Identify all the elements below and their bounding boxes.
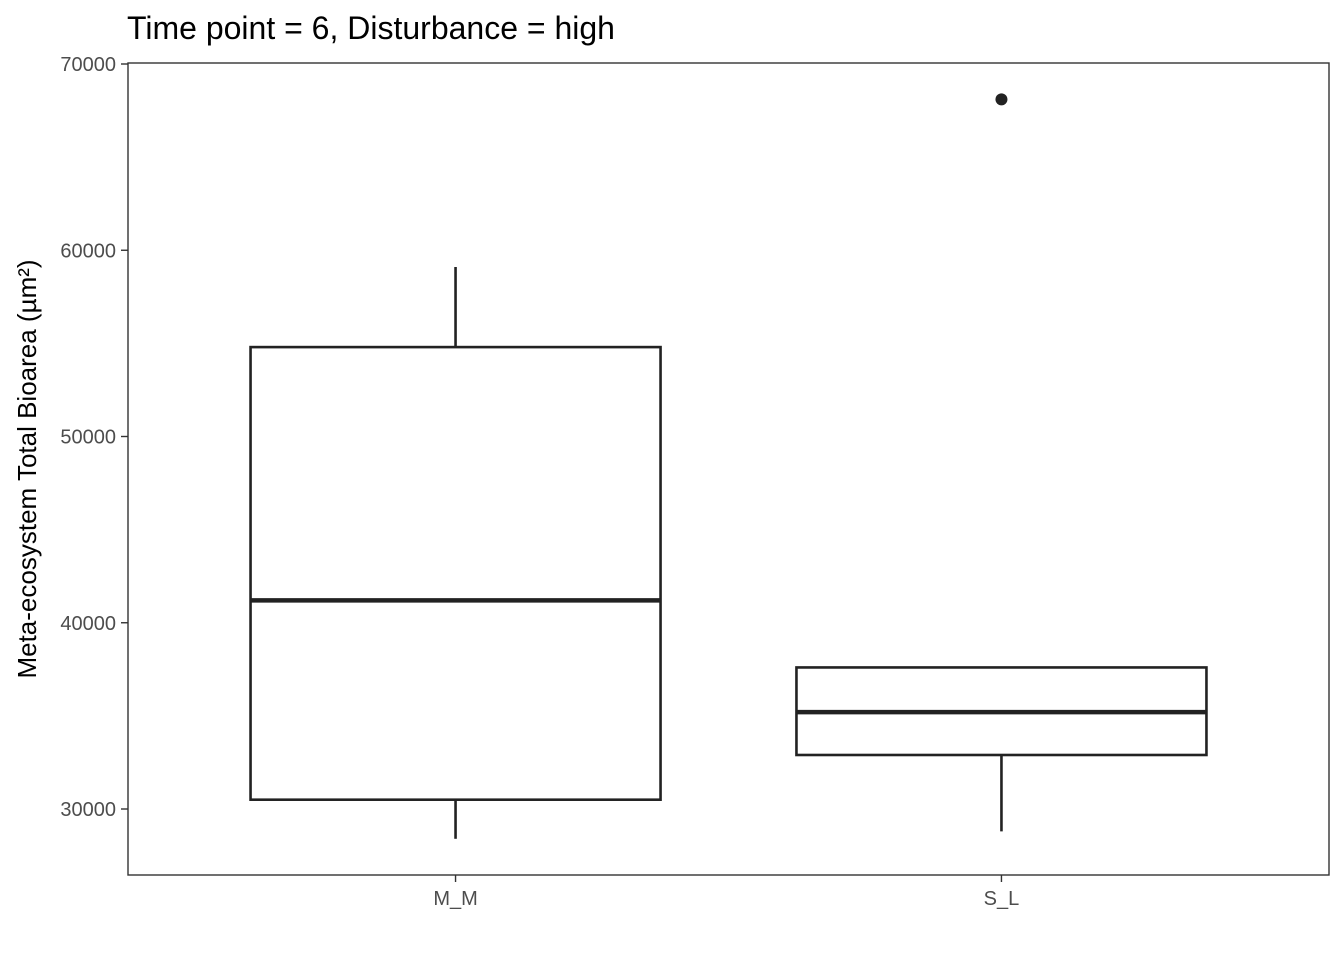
box-group-m-m <box>249 267 662 839</box>
y-tick-label: 30000 <box>60 799 116 821</box>
y-tick-label: 40000 <box>60 613 116 635</box>
outlier-point <box>995 93 1008 106</box>
y-tick-label: 70000 <box>60 54 116 76</box>
chart-title: Time point = 6, Disturbance = high <box>127 10 615 46</box>
y-tick-label: 50000 <box>60 427 116 449</box>
y-tick-label: 60000 <box>60 240 116 262</box>
iqr-box <box>249 345 662 801</box>
y-axis-label: Meta-ecosystem Total Bioarea (µm²) <box>12 259 42 678</box>
x-tick-label: M_M <box>433 888 477 910</box>
box-group-s-l <box>795 93 1208 832</box>
x-tick-label: S_L <box>984 888 1020 910</box>
plot-area <box>249 93 1208 839</box>
panel-border <box>127 62 1330 876</box>
axes: M_M S_L 30000 40000 50000 60000 70000 <box>60 54 1019 910</box>
